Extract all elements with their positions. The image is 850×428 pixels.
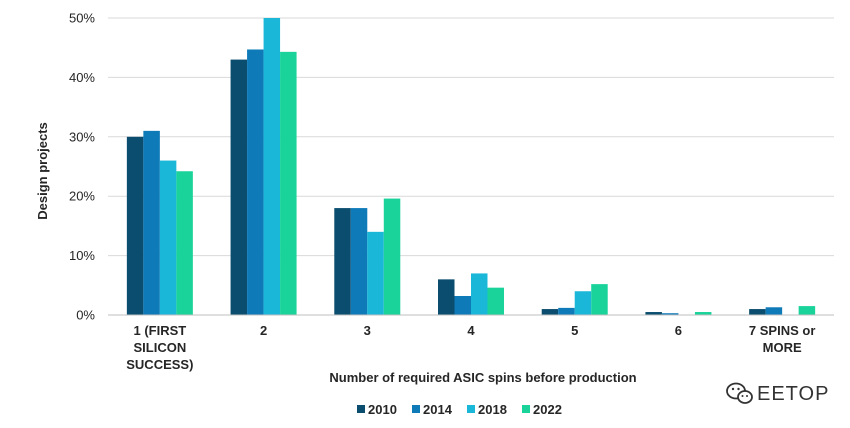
- legend-label-2014: 2014: [423, 402, 453, 417]
- bar-2010-cat-5: [541, 309, 559, 315]
- watermark: EETOP: [726, 382, 829, 405]
- y-tick-label: 0%: [76, 308, 95, 323]
- legend-label-2018: 2018: [478, 402, 507, 417]
- x-category-label-line: 6: [675, 323, 682, 338]
- x-category-label: 6: [675, 323, 682, 338]
- watermark-text: EETOP: [757, 383, 829, 405]
- x-category-label-line: SILICON: [133, 340, 186, 355]
- bar-2014-cat-7: [765, 307, 783, 315]
- wechat-icon: [726, 382, 753, 404]
- legend-swatch-2018: [467, 405, 475, 413]
- bar-2022-cat-4: [487, 287, 504, 315]
- x-category-label-line: 5: [571, 323, 578, 338]
- x-category-label-line: 3: [364, 323, 371, 338]
- legend-swatch-2022: [522, 405, 530, 413]
- x-category-label-line: 7 SPINS or: [749, 323, 815, 338]
- x-category-label: 3: [364, 323, 371, 338]
- x-category-label: 5: [571, 323, 578, 338]
- bar-2010-cat-1: [126, 136, 144, 315]
- bar-2018-cat-2: [263, 18, 281, 315]
- bar-2022-cat-1: [176, 171, 193, 315]
- x-category-label-line: 1 (FIRST: [133, 323, 186, 338]
- bar-2022-cat-6: [694, 312, 712, 315]
- bar-2022-cat-2: [280, 51, 297, 315]
- legend-label-2022: 2022: [533, 402, 562, 417]
- y-axis-ticks: 0% 10% 20% 30% 40% 50%: [69, 11, 95, 323]
- legend-label-2010: 2010: [368, 402, 397, 417]
- x-category-label-line: SUCCESS): [126, 357, 193, 372]
- x-category-label: 1 (FIRST SILICON SUCCESS): [126, 323, 193, 372]
- x-axis-title: Number of required ASIC spins before pro…: [329, 370, 636, 385]
- legend: 2010 2014 2018 2022: [357, 402, 562, 417]
- bar-2014-cat-2: [247, 49, 264, 316]
- legend-swatch-2010: [357, 405, 365, 413]
- bar-2014-cat-6: [661, 313, 679, 315]
- bar-2014-cat-5: [558, 307, 575, 315]
- x-category-label-line: 2: [260, 323, 267, 338]
- bar-2022-cat-7: [798, 306, 816, 315]
- x-category-label: 2: [260, 323, 267, 338]
- legend-swatch-2014: [412, 405, 420, 413]
- x-category-label-line: 4: [467, 323, 475, 338]
- x-category-label-line: MORE: [763, 340, 802, 355]
- bar-2022-cat-3: [383, 198, 401, 315]
- y-tick-label: 40%: [69, 70, 95, 85]
- bar-2014-cat-4: [454, 295, 471, 315]
- y-tick-label: 10%: [69, 248, 95, 263]
- bar-2010-cat-2: [230, 59, 248, 315]
- bar-2018-cat-1: [159, 160, 177, 315]
- y-axis-title: Design projects: [35, 122, 50, 220]
- bars: [126, 18, 816, 316]
- bar-2022-cat-5: [591, 284, 608, 315]
- bar-2010-cat-6: [645, 312, 662, 315]
- y-tick-label: 20%: [69, 189, 95, 204]
- x-category-label: 4: [467, 323, 475, 338]
- bar-2010-cat-7: [749, 309, 766, 315]
- x-axis-categories: 1 (FIRST SILICON SUCCESS) 2 3 4 5 6 7 SPINS or MO…: [126, 323, 815, 372]
- bar-2018-cat-5: [574, 291, 592, 315]
- bar-2010-cat-4: [438, 279, 455, 315]
- bar-2018-cat-3: [367, 231, 384, 315]
- bar-2014-cat-1: [143, 130, 160, 315]
- bar-2018-cat-4: [471, 273, 488, 315]
- bar-2010-cat-3: [334, 208, 351, 315]
- x-category-label: 7 SPINS or MORE: [749, 323, 815, 355]
- bar-2014-cat-3: [350, 208, 368, 315]
- y-tick-label: 30%: [69, 129, 95, 144]
- gridlines: [108, 17, 834, 257]
- y-tick-label: 50%: [69, 11, 95, 26]
